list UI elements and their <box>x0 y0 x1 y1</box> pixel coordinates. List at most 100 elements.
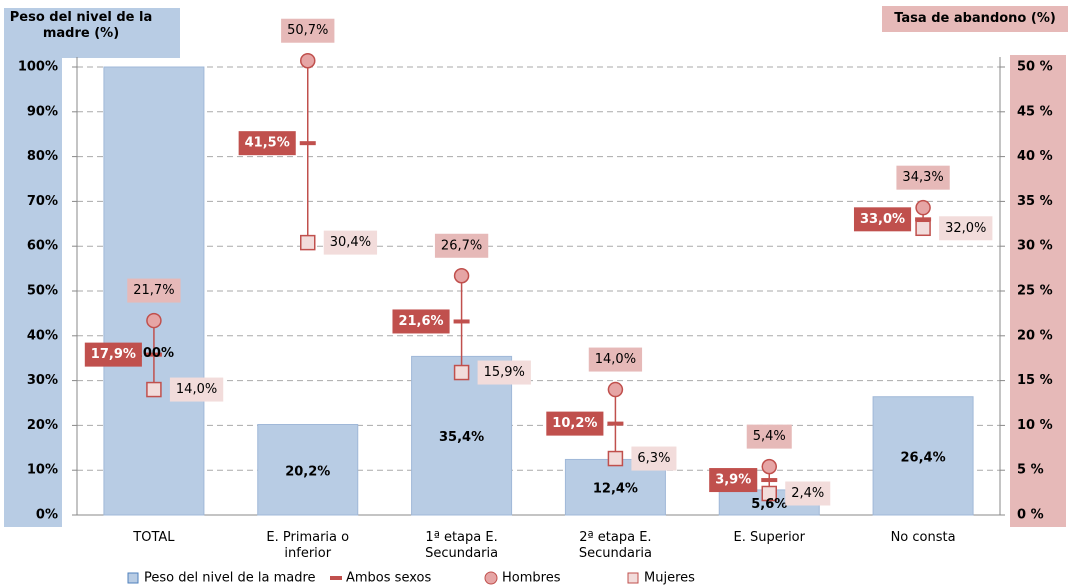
ambos-marker <box>607 421 624 426</box>
legend-label: Mujeres <box>644 571 695 586</box>
data-label-bg <box>546 411 604 436</box>
data-label: 14,0% <box>176 382 217 397</box>
y2-tick-label: 30 % <box>1017 239 1053 254</box>
legend-label: Peso del nivel de la madre <box>144 571 316 586</box>
data-label: 10,2% <box>552 416 597 431</box>
left-axis-title-bg <box>4 8 180 58</box>
data-label-bg <box>785 481 831 506</box>
y-tick-label: 60% <box>27 239 58 254</box>
hombres-marker <box>453 268 470 284</box>
y-tick-label: 70% <box>27 194 58 209</box>
x-tick-label: TOTAL <box>133 530 175 545</box>
x-tick-label: 2ª etapa E. Secundaria <box>578 530 652 561</box>
data-label: 26,4% <box>901 450 946 465</box>
hombres-marker <box>300 52 316 69</box>
data-label: 50,7% <box>287 23 328 38</box>
legend-label: Ambos sexos <box>346 571 431 586</box>
y2-tick-label: 45 % <box>1017 104 1053 119</box>
mujeres-marker <box>915 220 931 237</box>
data-label: 41,5% <box>245 136 290 151</box>
legend-swatch <box>127 572 139 584</box>
data-label: 6,3% <box>637 451 670 466</box>
data-label-bg <box>588 347 643 372</box>
data-label-bg <box>169 377 224 402</box>
legend-swatch <box>330 576 342 580</box>
data-label: 5,4% <box>753 429 786 444</box>
data-label-bg <box>939 216 993 241</box>
data-label-bg <box>238 131 296 156</box>
bar <box>564 458 666 516</box>
data-label: 3,9% <box>715 473 751 488</box>
mujeres-marker <box>146 381 162 398</box>
data-label: 30,4% <box>330 235 371 250</box>
right-axis-title-bg <box>882 6 1068 32</box>
y2-tick-label: 0 % <box>1017 508 1044 523</box>
data-label-bg <box>709 468 758 493</box>
y-tick-label: 20% <box>27 418 58 433</box>
legend-swatch <box>484 571 498 585</box>
ambos-marker <box>915 217 932 222</box>
data-label-bg <box>896 165 950 190</box>
y2-tick-label: 10 % <box>1017 418 1053 433</box>
y2-tick-label: 15 % <box>1017 373 1053 388</box>
hombres-marker <box>761 458 777 475</box>
hombres-marker <box>607 381 624 398</box>
bar <box>257 424 359 516</box>
ambos-marker <box>145 352 162 357</box>
data-label-bg <box>281 18 335 43</box>
x-tick-label: E. Superior <box>733 530 805 545</box>
data-label: 33,0% <box>860 212 905 227</box>
mujeres-marker <box>453 364 470 381</box>
legend-label: Hombres <box>502 571 561 586</box>
data-label: 12,4% <box>593 482 638 497</box>
data-label: 35,4% <box>439 430 484 445</box>
y-tick-label: 100% <box>18 60 58 75</box>
data-label-bg <box>631 446 677 471</box>
hombres-marker <box>146 312 162 329</box>
bar <box>872 396 974 516</box>
y2-tick-label: 25 % <box>1017 284 1053 299</box>
data-label: 32,0% <box>945 221 986 236</box>
data-label-bg <box>477 360 531 385</box>
data-label: 21,7% <box>133 283 174 298</box>
data-label: 2,4% <box>791 486 824 501</box>
legend-swatch <box>627 572 639 584</box>
data-label: 34,3% <box>902 170 943 185</box>
right-axis-band <box>1010 55 1066 527</box>
mujeres-marker <box>761 485 777 502</box>
y-axis-title: Peso del nivel de la madre (%) <box>9 10 153 41</box>
y-tick-label: 50% <box>27 284 58 299</box>
mujeres-marker <box>607 450 624 467</box>
data-label-bg <box>323 230 378 255</box>
y2-tick-label: 5 % <box>1017 463 1044 478</box>
data-label-bg <box>746 424 792 449</box>
y2-tick-label: 40 % <box>1017 149 1053 164</box>
data-label: 20,2% <box>285 464 330 479</box>
data-label-bg <box>434 233 489 258</box>
x-tick-label: No consta <box>890 530 956 545</box>
y2-axis-title: Tasa de abandono (%) <box>894 11 1056 26</box>
data-label: 14,0% <box>595 352 636 367</box>
ambos-marker <box>299 141 316 146</box>
data-label: 26,7% <box>441 238 482 253</box>
data-label: 21,6% <box>398 314 443 329</box>
y-tick-label: 80% <box>27 149 58 164</box>
y-tick-label: 30% <box>27 373 58 388</box>
y2-tick-label: 20 % <box>1017 328 1053 343</box>
ambos-marker <box>453 319 470 324</box>
hombres-marker <box>915 199 931 216</box>
y2-tick-label: 50 % <box>1017 60 1053 75</box>
data-label: 17,9% <box>91 347 136 362</box>
ambos-marker <box>761 478 778 483</box>
y2-tick-label: 35 % <box>1017 194 1053 209</box>
x-tick-label: E. Primaria o inferior <box>266 530 350 561</box>
y-tick-label: 40% <box>27 328 58 343</box>
y-tick-label: 10% <box>27 463 58 478</box>
mujeres-marker <box>300 234 316 251</box>
data-label: 100% <box>134 346 174 361</box>
y-tick-label: 90% <box>27 104 58 119</box>
left-axis-band <box>4 55 62 527</box>
data-label: 5,6% <box>751 497 787 512</box>
